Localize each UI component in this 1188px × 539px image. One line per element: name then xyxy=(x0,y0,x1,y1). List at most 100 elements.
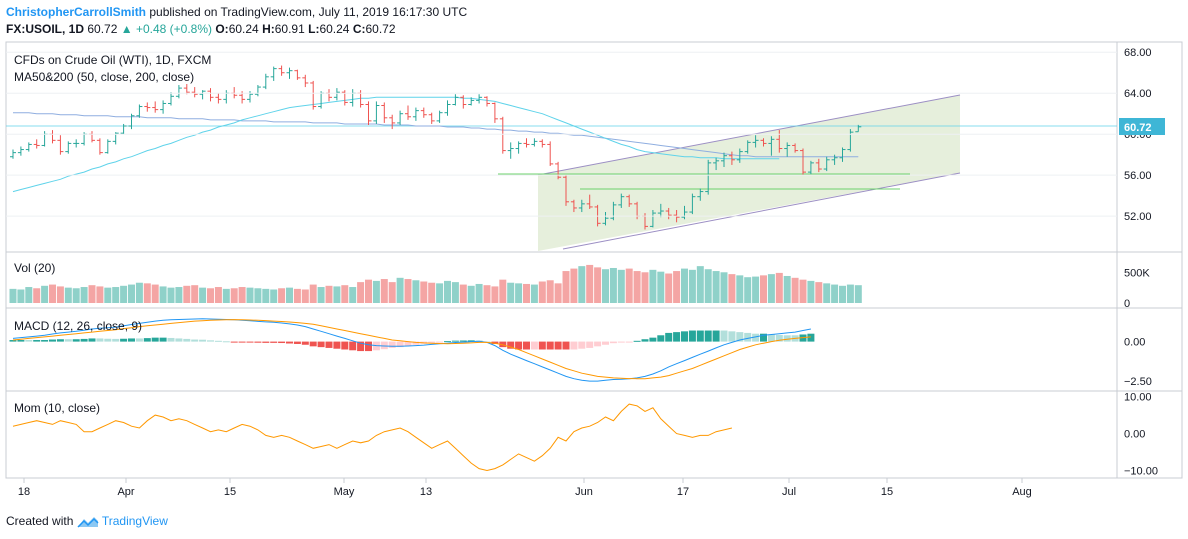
ohlc-bar xyxy=(484,96,490,107)
ohlc-bar xyxy=(768,136,775,156)
macd-histogram-bar xyxy=(617,341,625,343)
volume-bar xyxy=(839,285,846,303)
volume-bar xyxy=(704,269,712,303)
momentum-pane: 10.00 0.00 −10.00 Mom (10, close) xyxy=(12,392,1158,477)
ohlc-bar xyxy=(25,142,32,152)
ohlc-bar xyxy=(792,143,799,153)
ohlc-bar xyxy=(657,203,664,218)
volume-bar xyxy=(696,266,704,303)
ohlc-bar xyxy=(405,105,411,120)
open-label: O: xyxy=(215,22,229,36)
volume-bar xyxy=(404,279,412,303)
ohlc-bar xyxy=(855,124,862,133)
macd-histogram-bar xyxy=(120,338,128,342)
volume-bar xyxy=(238,287,246,303)
macd-histogram-bar xyxy=(602,341,609,345)
volume-bar xyxy=(317,287,325,303)
time-tick-label: Aug xyxy=(1012,486,1032,498)
macd-histogram-bar xyxy=(562,341,570,350)
chart-area[interactable]: 68.00 64.00 60.00 56.00 52.00 60.72 CFDs on … xyxy=(0,40,1188,502)
volume-bar xyxy=(641,272,649,303)
macd-histogram-bar xyxy=(744,332,752,342)
macd-histogram-bar xyxy=(199,339,207,342)
time-tick-label: Jun xyxy=(575,486,593,498)
macd-histogram-bar xyxy=(25,340,33,342)
high-value: 60.91 xyxy=(274,22,305,36)
ohlc-bar xyxy=(326,89,332,102)
ohlc-bar xyxy=(254,85,261,97)
macd-histogram-bar xyxy=(191,339,199,342)
ohlc-bar xyxy=(823,156,830,172)
macd-histogram-bar xyxy=(143,338,151,342)
macd-histogram-bar xyxy=(546,341,554,350)
macd-histogram-bar xyxy=(238,341,246,343)
channel-lower-line xyxy=(562,172,961,250)
ohlc-bar xyxy=(831,154,838,165)
macd-histogram-bar xyxy=(365,341,372,352)
ohlc-bar xyxy=(626,194,633,207)
volume-bar xyxy=(688,269,696,303)
ohlc-bar xyxy=(175,85,182,99)
volume-bar xyxy=(309,284,317,303)
macd-histogram-bar xyxy=(554,341,562,350)
ohlc-bar xyxy=(294,69,301,80)
volume-bar xyxy=(712,271,720,303)
close-label: C: xyxy=(352,22,366,36)
ohlc-bar xyxy=(839,147,846,162)
volume-bar xyxy=(649,269,657,303)
macd-histogram-bar xyxy=(317,341,325,348)
tradingview-logo-icon[interactable] xyxy=(77,515,99,529)
ohlc-bar xyxy=(215,93,222,104)
volume-bar xyxy=(72,288,80,303)
volume-bar xyxy=(846,284,854,303)
ohlc-bar xyxy=(444,100,451,116)
ohlc-bar xyxy=(120,123,127,135)
ma50-line xyxy=(12,96,780,193)
ohlc-bar xyxy=(41,131,48,147)
macd-histogram-bar xyxy=(657,335,665,342)
macd-histogram-bar xyxy=(428,341,436,343)
ohlc-bar xyxy=(610,201,617,221)
volume-bar xyxy=(736,275,744,303)
volume-bar xyxy=(412,280,420,303)
time-axis[interactable]: 18 Apr 15 May 13 Jun 17 Jul 15 Aug xyxy=(18,478,1032,498)
macd-histogram-bar xyxy=(760,333,767,342)
created-with-text: Created with xyxy=(6,514,74,528)
volume-bar xyxy=(665,273,673,303)
price-tick-label: 56.00 xyxy=(1124,170,1152,182)
ohlc-bar xyxy=(760,138,767,147)
volume-bar xyxy=(191,285,199,303)
chart-frame xyxy=(5,41,1183,479)
ohlc-bar xyxy=(697,188,704,201)
volume-bar xyxy=(467,285,475,303)
tradingview-link[interactable]: TradingView xyxy=(101,514,168,528)
ohlc-bar xyxy=(10,149,16,159)
volume-bar xyxy=(499,279,507,303)
volume-bar xyxy=(530,284,538,303)
ohlc-bar xyxy=(17,146,24,156)
macd-histogram-bar xyxy=(459,340,467,342)
macd-histogram-bar xyxy=(396,341,404,348)
macd-histogram-bar xyxy=(104,338,112,342)
signal-line xyxy=(12,319,811,380)
macd-histogram-bar xyxy=(72,339,80,342)
ohlc-bar xyxy=(144,102,151,112)
ohlc-bar xyxy=(262,73,269,90)
ohlc-bar xyxy=(618,193,625,208)
ohlc-bar xyxy=(278,65,285,76)
ohlc-bar xyxy=(373,101,380,124)
volume-bar xyxy=(451,282,459,303)
volume-bar xyxy=(420,281,428,303)
ohlc-bar xyxy=(460,95,467,109)
volume-bar xyxy=(207,288,214,303)
volume-bar xyxy=(562,271,570,303)
volume-bar xyxy=(396,277,404,303)
volume-bar xyxy=(459,284,467,303)
macd-histogram-bar xyxy=(41,340,49,342)
author-link[interactable]: ChristopherCarrollSmith xyxy=(6,5,147,19)
ohlc-bar xyxy=(65,141,72,154)
ohlc-bar xyxy=(728,151,735,165)
ohlc-bar xyxy=(523,138,530,148)
ohlc-bar xyxy=(563,175,569,206)
